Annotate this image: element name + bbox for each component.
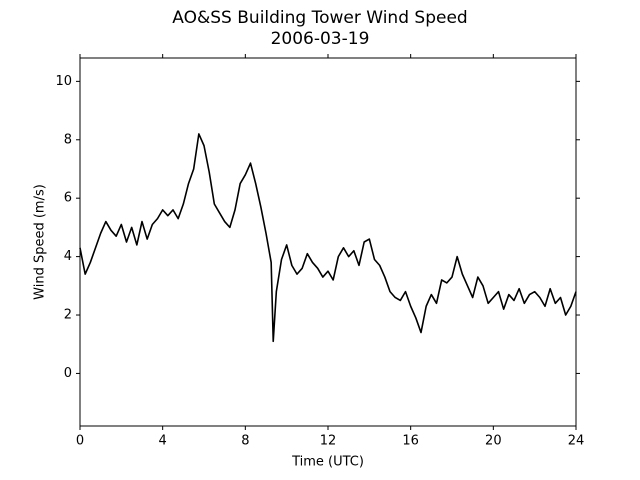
x-tick-label: 20: [485, 434, 502, 449]
y-axis-label: Wind Speed (m/s): [33, 184, 48, 300]
wind-speed-line: [79, 133, 577, 343]
y-tick-label: 6: [64, 191, 72, 206]
y-tick-label: 4: [64, 249, 72, 264]
chart-title: AO&SS Building Tower Wind Speed: [172, 8, 467, 28]
y-tick-label: 2: [64, 308, 72, 323]
x-tick-label: 12: [320, 434, 337, 449]
x-axis-label: Time (UTC): [291, 455, 364, 470]
chart-subtitle: 2006-03-19: [271, 29, 370, 49]
x-tick-label: 4: [159, 434, 167, 449]
y-tick-label: 8: [64, 132, 72, 147]
x-tick-label: 0: [76, 434, 84, 449]
y-tick-label: 10: [55, 74, 72, 89]
x-tick-label: 24: [568, 434, 585, 449]
x-tick-label: 8: [241, 434, 249, 449]
plot-frame: [79, 57, 577, 427]
x-tick-label: 16: [402, 434, 419, 449]
y-tick-label: 0: [64, 366, 72, 381]
